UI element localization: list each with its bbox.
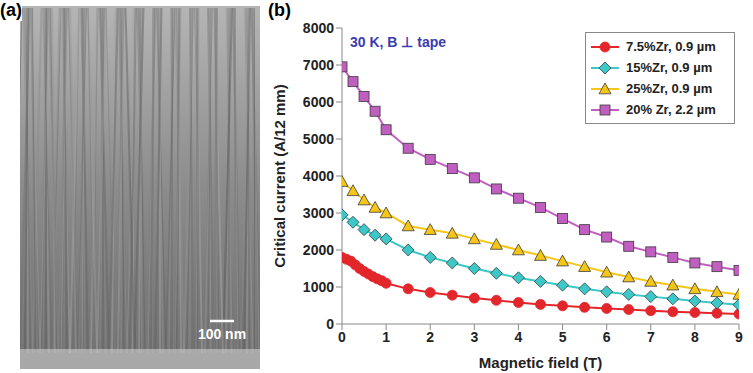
svg-text:0: 0 bbox=[338, 329, 346, 345]
svg-text:2: 2 bbox=[426, 329, 434, 345]
html-text:(b): (b) bbox=[268, 0, 291, 20]
svg-text:4000: 4000 bbox=[303, 168, 334, 184]
svg-text:7000: 7000 bbox=[303, 57, 334, 73]
svg-text:8: 8 bbox=[691, 329, 699, 345]
svg-text:0: 0 bbox=[326, 316, 334, 332]
html-text:15%Zr, 0.9 µm: 15%Zr, 0.9 µm bbox=[626, 60, 713, 75]
svg-text:5000: 5000 bbox=[303, 131, 334, 147]
svg-text:6000: 6000 bbox=[303, 94, 334, 110]
svg-text:Magnetic field (T): Magnetic field (T) bbox=[479, 354, 602, 371]
html-text:20% Zr, 2.2 µm: 20% Zr, 2.2 µm bbox=[626, 102, 716, 117]
svg-text:100 nm: 100 nm bbox=[198, 326, 246, 342]
svg-text:1000: 1000 bbox=[303, 279, 334, 295]
svg-text:8000: 8000 bbox=[303, 20, 334, 36]
svg-text:1: 1 bbox=[382, 329, 390, 345]
html-text:25%Zr, 0.9 µm: 25%Zr, 0.9 µm bbox=[626, 81, 713, 96]
svg-text:2000: 2000 bbox=[303, 242, 334, 258]
svg-text:6: 6 bbox=[603, 329, 611, 345]
html-text:(a): (a) bbox=[0, 0, 22, 20]
html-text:30 K, B ⊥ tape: 30 K, B ⊥ tape bbox=[350, 34, 446, 50]
svg-text:3000: 3000 bbox=[303, 205, 334, 221]
html-text:7.5%Zr, 0.9 µm: 7.5%Zr, 0.9 µm bbox=[626, 39, 716, 54]
svg-text:9: 9 bbox=[735, 329, 743, 345]
svg-text:5: 5 bbox=[559, 329, 567, 345]
svg-text:Critical current (A/12 mm): Critical current (A/12 mm) bbox=[271, 84, 288, 267]
svg-text:4: 4 bbox=[515, 329, 523, 345]
svg-text:3: 3 bbox=[470, 329, 478, 345]
svg-text:7: 7 bbox=[647, 329, 655, 345]
